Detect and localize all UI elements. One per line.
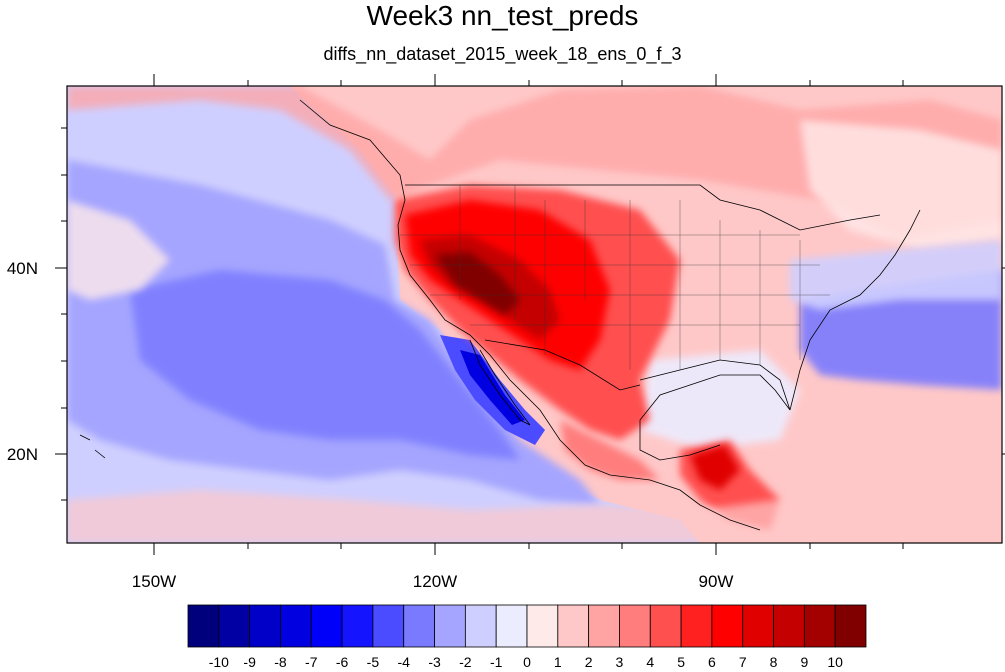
colorbar-box (711, 604, 744, 648)
colorbar-label: -3 (428, 654, 441, 670)
axis-ticks (55, 74, 1005, 555)
anomaly-field (67, 86, 1002, 543)
colorbar-box (341, 604, 374, 648)
colorbar-label: 4 (646, 654, 654, 670)
border-us-canada (405, 184, 881, 231)
colorbar-label: -8 (274, 654, 287, 670)
field-west-hottest (435, 252, 520, 315)
colorbar-box (588, 604, 620, 648)
field-cam-hot (690, 445, 740, 490)
colorbar-box (218, 604, 251, 648)
colorbar-label: 0 (523, 654, 531, 670)
colorbar-box (434, 604, 466, 648)
colorbar-label: -2 (459, 654, 472, 670)
lat-label-20n: 20N (7, 445, 38, 464)
coast-baja (469, 339, 531, 426)
colorbar-box (464, 604, 497, 648)
state-lines (400, 185, 830, 370)
colorbar-box (649, 604, 682, 648)
colorbar-box (310, 604, 343, 648)
hawaii (79, 434, 106, 459)
colorbar-label: -4 (398, 654, 411, 670)
colorbar-label: -5 (367, 654, 380, 670)
lon-label-150w: 150W (132, 572, 176, 591)
colorbar-label: 8 (770, 654, 778, 670)
colorbar-box (742, 604, 774, 648)
field-west-pink (67, 200, 170, 300)
coast-east (789, 209, 921, 411)
colorbar-box (187, 604, 220, 648)
colorbar-box (773, 604, 805, 648)
colorbar-boxes (187, 604, 867, 648)
colorbar-label: 7 (739, 654, 747, 670)
colorbar-box (372, 604, 405, 648)
colorbar-box (280, 604, 312, 648)
coastlines (79, 99, 921, 531)
coast-gulf (639, 359, 791, 461)
colorbar-label: -7 (305, 654, 318, 670)
colorbar-label: -6 (336, 654, 349, 670)
colorbar-label: -10 (209, 654, 229, 670)
colorbar-box (680, 604, 713, 648)
colorbar-box (495, 604, 528, 648)
colorbar-box (526, 604, 559, 648)
chart-title: Week3 nn_test_preds (366, 0, 639, 31)
colorbar-box (403, 604, 435, 648)
lon-label-90w: 90W (699, 572, 734, 591)
field-south-pink (67, 470, 1002, 543)
coast-north-america (299, 99, 761, 531)
field-north-pink (67, 86, 1002, 240)
colorbar-box (619, 604, 651, 648)
colorbar-label: 5 (677, 654, 685, 670)
colorbar-label: 2 (585, 654, 593, 670)
lon-label-120w: 120W (413, 572, 457, 591)
colorbar-box (249, 604, 281, 648)
field-pacific-deep (130, 270, 520, 460)
colorbar-label: -9 (243, 654, 256, 670)
colorbar-box (803, 604, 836, 648)
colorbar-labels: -10 -9 -8 -7 -6 -5 -4 -3 -2 -1 0 1 2 3 4 5 6 7 8 9 10 (209, 654, 843, 670)
colorbar-label: 3 (616, 654, 624, 670)
chart-subtitle: diffs_nn_dataset_2015_week_18_ens_0_f_3 (323, 44, 682, 64)
colorbar-label: 1 (554, 654, 562, 670)
colorbar-label: 9 (800, 654, 808, 670)
border-us-mexico (484, 339, 641, 391)
colorbar-box (557, 604, 590, 648)
colorbar-box (834, 604, 867, 648)
field-atlantic-light (790, 240, 1002, 310)
colorbar-label: 6 (708, 654, 716, 670)
colorbar-label: 10 (827, 654, 843, 670)
colorbar-label: -1 (490, 654, 503, 670)
field-northeast-light (800, 120, 1002, 250)
lat-label-40n: 40N (7, 259, 38, 278)
